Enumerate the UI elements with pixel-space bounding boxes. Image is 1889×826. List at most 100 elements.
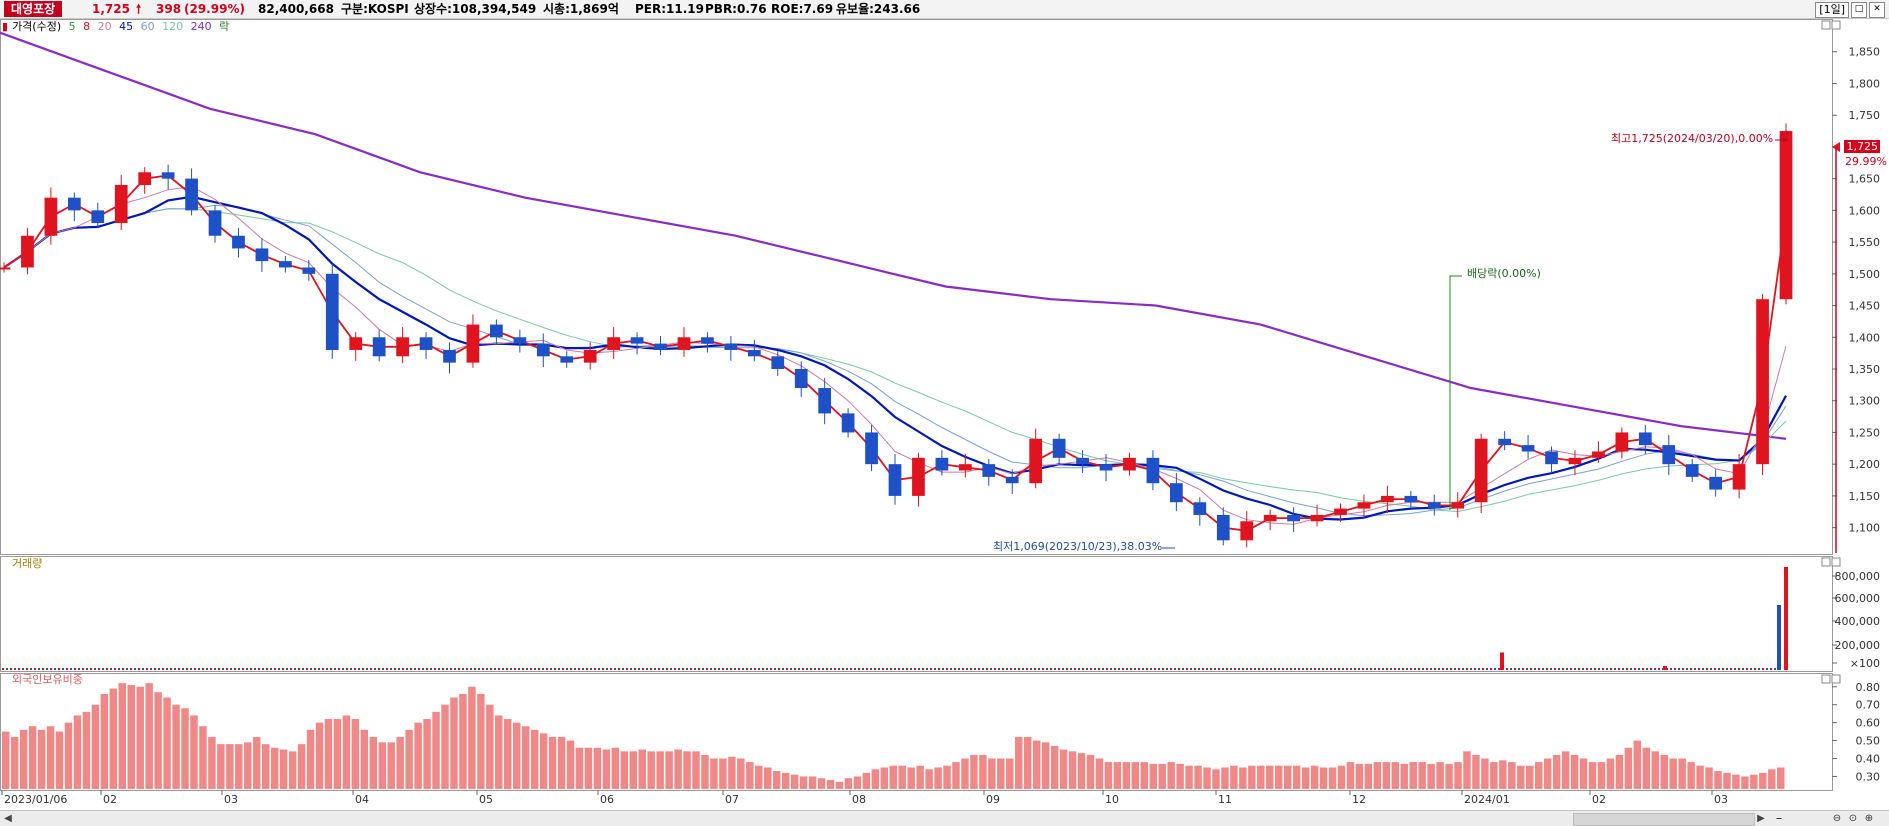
stock-info-bar: 대영포장 1,725 🠕 398 (29.99%) 82,400,668 구분:…	[0, 0, 1889, 19]
volume-bar	[1398, 668, 1400, 670]
volume-bar	[1634, 668, 1636, 670]
volume-bar	[466, 668, 468, 670]
stock-name-badge[interactable]: 대영포장	[4, 1, 63, 17]
volume-bar	[1346, 668, 1348, 670]
volume-bar	[954, 668, 956, 670]
foreign-ratio-bar	[1239, 767, 1247, 789]
volume-bar	[978, 668, 980, 670]
volume-bar	[814, 668, 816, 670]
volume-bar	[870, 668, 872, 670]
volume-bar	[1722, 668, 1724, 670]
period-selector[interactable]: [1일]	[1815, 2, 1849, 18]
volume-bar	[1482, 668, 1484, 670]
foreign-ratio-bar	[530, 729, 539, 789]
x-axis-tick: 04	[355, 793, 369, 806]
volume-bar	[1610, 668, 1612, 670]
volume-bar	[830, 668, 832, 670]
volume-bar	[754, 668, 756, 670]
volume-bar	[450, 668, 452, 670]
volume-bar	[198, 668, 200, 670]
volume-bar	[738, 668, 740, 670]
ma60-legend[interactable]: 60	[140, 20, 155, 33]
volume-bar	[230, 668, 232, 670]
volume-bar	[1742, 668, 1744, 670]
volume-bar	[1210, 668, 1212, 670]
x-axis-tick: 05	[479, 793, 493, 806]
candle-body	[1568, 457, 1582, 465]
foreign-ratio-bar	[880, 767, 889, 789]
foreign-ratio-bar	[1391, 762, 1400, 789]
scroll-thumb[interactable]	[1573, 813, 1755, 826]
ma45-legend[interactable]: 45	[119, 20, 134, 33]
volume-bar	[1190, 668, 1192, 670]
volume-bar	[482, 668, 484, 670]
candle-body	[724, 343, 738, 350]
volume-bar	[422, 668, 424, 670]
foreign-ratio-bar	[19, 729, 28, 789]
volume-bar	[502, 668, 504, 670]
ex-dividend-legend[interactable]: 락	[219, 20, 230, 33]
volume-bar	[1530, 668, 1532, 670]
volume-bar	[1002, 668, 1004, 670]
volume-bar	[722, 668, 724, 670]
foreign-ratio-bar	[468, 686, 476, 789]
candle-body	[1263, 514, 1277, 522]
ma5-legend[interactable]: 5	[68, 20, 76, 33]
volume-bar	[926, 668, 928, 670]
foreign-ratio-bar	[656, 751, 664, 789]
price-y-tick: 1,300	[1849, 395, 1881, 408]
volume-bar	[370, 668, 372, 670]
volume-bar	[1650, 668, 1652, 670]
close-window-icon[interactable]: ✕	[1869, 2, 1885, 18]
volume-bar	[1090, 668, 1092, 670]
foreign-ratio-bar	[952, 762, 960, 789]
volume-bar	[574, 668, 576, 670]
foreign-ratio-bar	[1678, 758, 1686, 789]
ma45-line	[3, 195, 1787, 521]
volume-bar	[750, 668, 752, 670]
foreign-ratio-bar	[477, 693, 485, 789]
volume-bar	[1314, 668, 1316, 670]
volume-bar	[874, 668, 876, 670]
volume-bar	[1454, 668, 1456, 670]
foreign-ratio-bar	[1059, 749, 1068, 789]
foreign-ratio-bar	[1283, 765, 1292, 789]
scroll-right-icon[interactable]: ▶	[1757, 813, 1765, 824]
volume-bar	[506, 668, 508, 670]
volume-bar	[1438, 668, 1440, 670]
zoom-slider-icon[interactable]: ⎯	[1776, 813, 1782, 824]
candle-body	[1287, 514, 1300, 522]
volume-bar	[658, 668, 660, 670]
volume-bar	[1614, 668, 1616, 670]
foreign-ratio-bar	[889, 765, 897, 789]
ma20-legend[interactable]: 20	[97, 20, 112, 33]
ma120-legend[interactable]: 120	[162, 20, 184, 33]
candle-body	[21, 235, 34, 268]
volume-bar	[1194, 668, 1196, 670]
volume-bar	[426, 668, 428, 670]
zoom-in-icon[interactable]: ⊕	[1864, 813, 1874, 824]
foreign-ratio-bar	[1660, 754, 1668, 789]
chart-scrollbar[interactable]: ◀ ▶ ⎯ ⊖ ⊙ ⊕	[0, 810, 1889, 826]
candle-body	[443, 349, 456, 363]
ma8-legend[interactable]: 8	[83, 20, 91, 33]
foreign-ratio-bar	[1732, 774, 1740, 789]
scroll-left-icon[interactable]: ◀	[4, 813, 12, 824]
volume-bar	[1702, 668, 1704, 670]
foreign-ratio-bar	[1750, 774, 1758, 789]
volume-bar	[1042, 668, 1044, 670]
volume-bar	[1414, 668, 1416, 670]
zoom-out-icon[interactable]: ⊖	[1832, 813, 1842, 824]
candle-body	[1170, 483, 1183, 503]
ma240-legend[interactable]: 240	[190, 20, 212, 33]
candle-body	[912, 457, 925, 496]
volume-bar	[1506, 668, 1508, 670]
volume-bar	[1606, 668, 1608, 670]
foreign-ratio-bar	[288, 751, 297, 789]
foreign-ratio-bar	[261, 744, 270, 789]
volume-bar	[914, 668, 916, 670]
restore-window-icon[interactable]: □	[1851, 2, 1867, 18]
zoom-reset-icon[interactable]: ⊙	[1848, 813, 1858, 824]
candle-body	[701, 337, 714, 344]
